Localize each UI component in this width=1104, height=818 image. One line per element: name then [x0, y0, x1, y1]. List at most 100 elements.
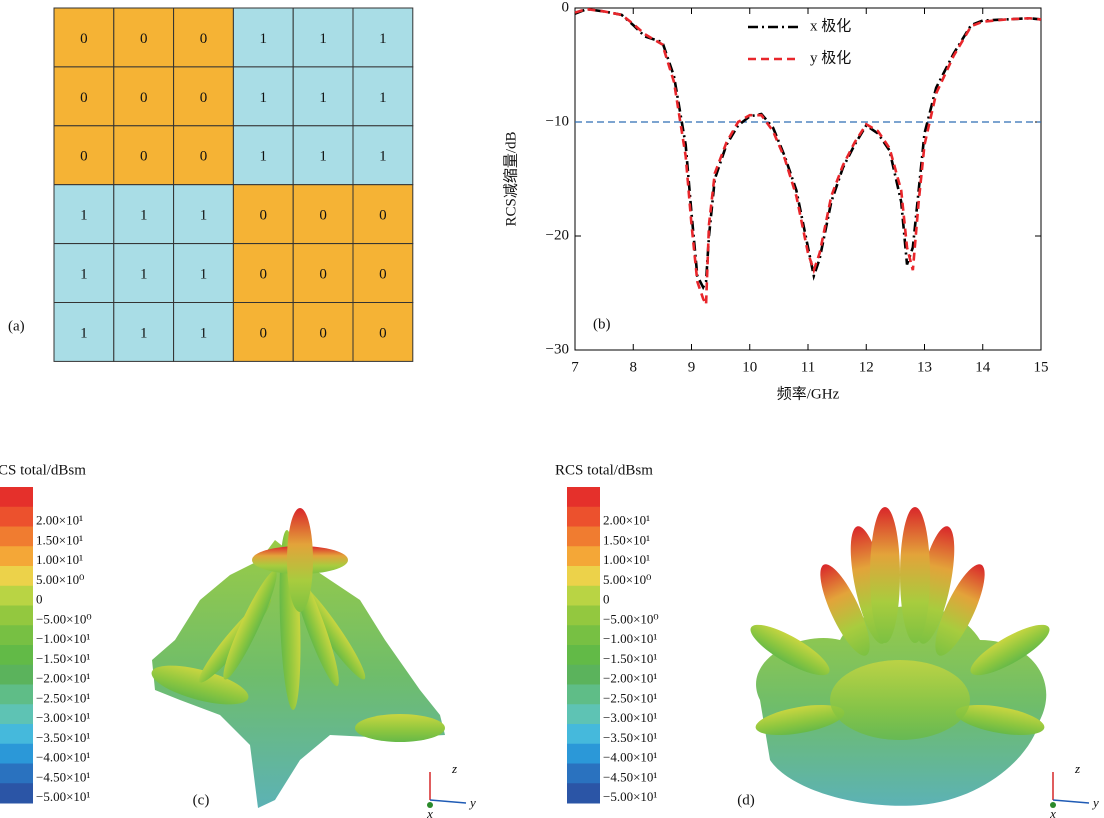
colorbar-title: RCS total/dBsm	[555, 462, 653, 478]
colorbar-label: 5.00×10⁰	[36, 572, 84, 587]
cell-value: 1	[140, 325, 148, 341]
panel-label: (c)	[193, 792, 210, 808]
colorbar-label: −4.00×10¹	[36, 750, 90, 765]
colorbar-band	[0, 507, 33, 527]
cell-value: 1	[379, 31, 387, 47]
colorbar-label: −2.50×10¹	[603, 690, 657, 705]
colorbar-band	[0, 685, 33, 705]
cell-value: 0	[80, 149, 88, 165]
colorbar-label: −5.00×10⁰	[603, 611, 659, 626]
cell-value: 1	[140, 208, 148, 224]
cell-value: 1	[140, 266, 148, 282]
colorbar-label: 1.50×10¹	[603, 532, 650, 547]
colorbar-label: −3.00×10¹	[603, 710, 657, 725]
x-tick-label: 11	[801, 359, 815, 375]
axis-name: y	[468, 795, 476, 810]
cell-value: 0	[200, 31, 208, 47]
colorbar-band	[0, 704, 33, 724]
colorbar-label: −2.50×10¹	[36, 690, 90, 705]
colorbar-label: −5.00×10¹	[36, 789, 90, 804]
colorbar-band	[0, 606, 33, 626]
colorbar-label: −2.00×10¹	[603, 671, 657, 686]
cell-value: 0	[379, 266, 387, 282]
colorbar-label: −4.50×10¹	[36, 769, 90, 784]
colorbar-band	[567, 665, 600, 685]
colorbar-label: −1.50×10¹	[603, 651, 657, 666]
y-tick-label: −30	[546, 341, 569, 357]
colorbar-band	[567, 764, 600, 784]
cell-value: 1	[319, 90, 327, 106]
axis-name: y	[1091, 795, 1099, 810]
colorbar-label: −4.50×10¹	[603, 769, 657, 784]
plot-frame	[575, 8, 1041, 350]
x-tick-label: 12	[859, 359, 874, 375]
x-tick-label: 10	[742, 359, 757, 375]
colorbar-band	[567, 507, 600, 527]
figure-canvas: 000111000111000111111000111000111000(a)7…	[0, 0, 1104, 818]
cell-value: 1	[379, 90, 387, 106]
colorbar-band	[567, 487, 600, 507]
cell-value: 0	[319, 325, 327, 341]
cell-value: 0	[140, 90, 148, 106]
cell-value: 0	[260, 208, 268, 224]
colorbar-label: −5.00×10¹	[603, 789, 657, 804]
colorbar-band	[567, 783, 600, 803]
colorbar-label: 0	[36, 592, 43, 607]
colorbar-label: 2.00×10¹	[603, 513, 650, 528]
panel-label: (d)	[737, 792, 755, 808]
x-tick-label: 14	[975, 359, 991, 375]
colorbar-label: −1.00×10¹	[36, 631, 90, 646]
cell-value: 1	[200, 208, 208, 224]
legend-label: y 极化	[810, 49, 851, 66]
cell-value: 0	[379, 208, 387, 224]
colorbar-label: 0	[603, 592, 610, 607]
colorbar-band	[0, 487, 33, 507]
radiation-pattern-d	[745, 507, 1056, 806]
radiation-pattern-c	[148, 508, 445, 808]
colorbar-band	[567, 625, 600, 645]
cell-value: 1	[319, 149, 327, 165]
cell-value: 1	[379, 149, 387, 165]
cell-value: 0	[260, 266, 268, 282]
colorbar-label: −1.50×10¹	[36, 651, 90, 666]
cell-value: 0	[379, 325, 387, 341]
colorbar-band	[0, 665, 33, 685]
colorbar-label: −4.00×10¹	[603, 750, 657, 765]
cell-value: 0	[80, 90, 88, 106]
y-axis-label: RCS减缩量/dB	[502, 131, 519, 226]
colorbar-band	[567, 586, 600, 606]
colorbar-band	[567, 546, 600, 566]
colorbar-label: 2.00×10¹	[36, 513, 83, 528]
colorbar-band	[567, 744, 600, 764]
axis-name: x	[426, 806, 433, 818]
axis-name: z	[1074, 761, 1080, 776]
cell-value: 1	[260, 149, 268, 165]
colorbar-band	[567, 704, 600, 724]
colorbar-band	[0, 783, 33, 803]
colorbar-band	[0, 645, 33, 665]
colorbar-label: 1.00×10¹	[36, 552, 83, 567]
series-line	[575, 9, 1041, 304]
colorbar-band	[567, 527, 600, 547]
colorbar-label: −3.00×10¹	[36, 710, 90, 725]
cell-value: 0	[319, 208, 327, 224]
colorbar-label: 1.00×10¹	[603, 552, 650, 567]
cell-value: 0	[140, 149, 148, 165]
cell-value: 1	[200, 325, 208, 341]
colorbar-label: −3.50×10¹	[36, 730, 90, 745]
colorbar-label: 1.50×10¹	[36, 532, 83, 547]
colorbar-label: −5.00×10⁰	[36, 611, 92, 626]
panel-label: (b)	[593, 316, 611, 332]
colorbar-band	[0, 724, 33, 744]
colorbar-band	[567, 685, 600, 705]
x-tick-label: 9	[688, 359, 696, 375]
cell-value: 0	[140, 31, 148, 47]
colorbar-band	[0, 625, 33, 645]
colorbar-label: −1.00×10¹	[603, 631, 657, 646]
colorbar-band	[0, 586, 33, 606]
x-tick-label: 7	[571, 359, 579, 375]
colorbar-band	[0, 566, 33, 586]
colorbar-band	[567, 724, 600, 744]
figure: 000111000111000111111000111000111000(a)7…	[0, 0, 1104, 818]
cell-value: 0	[80, 31, 88, 47]
